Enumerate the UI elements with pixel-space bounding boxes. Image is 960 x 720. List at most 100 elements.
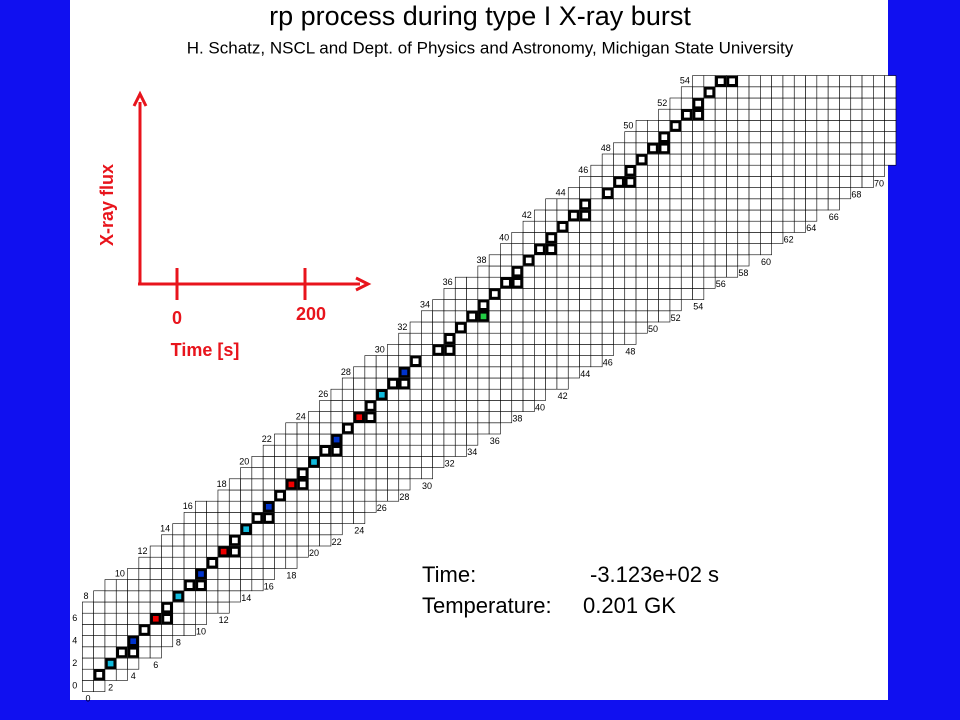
nuclide-cell xyxy=(262,556,275,569)
nuclide-cell xyxy=(228,568,241,580)
n-label: 38 xyxy=(512,414,522,424)
nuclide-cell xyxy=(477,344,490,356)
nuclide-cell xyxy=(262,467,275,480)
nuclide-cell xyxy=(827,164,840,177)
nuclide-cell xyxy=(274,433,287,446)
nuclide-cell xyxy=(545,265,558,278)
nuclide-cell xyxy=(409,366,422,379)
nuclide-cell xyxy=(466,355,479,368)
tick-label: 0 xyxy=(172,308,182,328)
nuclide-cell xyxy=(861,142,874,155)
nuclide-cell xyxy=(330,467,343,480)
nuclide-cell xyxy=(432,456,445,468)
nuclide-cell xyxy=(556,209,569,222)
path-cell xyxy=(658,131,670,143)
nuclide-cell xyxy=(669,176,682,188)
nuclide-cell xyxy=(658,232,671,244)
nuclide-cell xyxy=(771,198,784,211)
nuclide-cell xyxy=(443,355,456,368)
nuclide-cell xyxy=(274,523,287,536)
nuclide-cell xyxy=(409,444,422,457)
nuclide-cell xyxy=(579,288,592,300)
nuclide-cell xyxy=(443,388,456,401)
nuclide-cell xyxy=(714,131,727,144)
nuclide-cell xyxy=(274,456,287,468)
nuclide-cell xyxy=(466,433,479,446)
nuclide-cell xyxy=(522,377,535,390)
nuclide-cell xyxy=(375,433,388,446)
nuclide-cell xyxy=(726,209,739,222)
nuclide-cell xyxy=(624,220,637,233)
nuclide-cell xyxy=(737,164,750,177)
inset-axes xyxy=(132,90,372,300)
nuclide-cell xyxy=(692,288,705,300)
nuclide-cell xyxy=(488,377,501,390)
nuclide-cell xyxy=(488,254,501,267)
nuclide-cell xyxy=(341,478,354,491)
path-cell xyxy=(319,445,331,457)
nuclide-cell xyxy=(669,243,682,256)
nuclide-cell xyxy=(330,523,343,536)
nuclide-cell xyxy=(748,75,761,88)
nuclide-cell xyxy=(567,276,580,289)
nuclide-cell xyxy=(714,164,727,177)
nuclide-cell xyxy=(161,579,174,592)
nuclide-cell xyxy=(567,198,580,211)
nuclide-cell xyxy=(873,108,885,121)
z-label: 40 xyxy=(499,232,509,242)
nuclide-cell xyxy=(601,243,614,256)
path-cell xyxy=(195,579,207,591)
nuclide-cell xyxy=(861,75,874,88)
nuclide-cell xyxy=(590,332,603,345)
nuclide-cell xyxy=(726,131,739,144)
nuclide-cell xyxy=(240,500,253,513)
nuclide-cell xyxy=(274,512,287,524)
nuclide-cell xyxy=(409,456,422,468)
nuclide-cell xyxy=(884,108,897,121)
nuclide-cell xyxy=(839,153,852,166)
nuclide-cell xyxy=(737,97,750,110)
nuclide-cell xyxy=(647,310,659,323)
nuclide-cell xyxy=(579,299,592,312)
nuclide-cell xyxy=(127,568,140,580)
nuclide-cell xyxy=(839,142,852,155)
z-label: 48 xyxy=(601,143,611,153)
nuclide-cell xyxy=(635,254,648,267)
nuclide-cell xyxy=(274,444,287,457)
nuclide-cell xyxy=(635,265,648,278)
nuclide-cell xyxy=(285,433,298,446)
nuclide-cell xyxy=(319,456,332,468)
nuclide-cell xyxy=(805,176,818,188)
nuclide-cell xyxy=(805,209,818,222)
nuclide-cell xyxy=(488,422,501,435)
nuclide-cell xyxy=(579,344,592,356)
nuclide-cell xyxy=(330,489,343,502)
nuclide-cell xyxy=(172,568,185,580)
nuclide-cell xyxy=(240,556,253,569)
nuclide-cell xyxy=(579,243,592,256)
path-cell xyxy=(398,378,410,389)
nuclide-cell xyxy=(601,310,614,323)
nuclide-cell xyxy=(873,153,885,166)
nuclide-cell xyxy=(228,579,241,592)
nuclide-cell xyxy=(364,422,377,435)
nuclide-cell xyxy=(771,131,784,144)
z-label: 30 xyxy=(375,344,385,354)
nuclide-cell xyxy=(93,646,106,659)
nuclide-cell xyxy=(341,512,354,524)
nuclide-cell xyxy=(714,97,727,110)
nuclide-cell xyxy=(93,624,106,636)
nuclide-cell xyxy=(217,579,230,592)
nuclide-cell xyxy=(839,131,852,144)
nuclide-cell xyxy=(635,187,648,200)
path-cell xyxy=(647,143,659,154)
nuclide-cell xyxy=(590,288,603,300)
nuclide-cell xyxy=(534,310,546,323)
nuclide-cell xyxy=(319,534,332,547)
nuclide-cell xyxy=(624,321,637,334)
nuclide-cell xyxy=(703,276,716,289)
nuclide-cell xyxy=(308,411,320,424)
nuclide-cell xyxy=(545,366,558,379)
nuclide-cell xyxy=(624,288,637,300)
